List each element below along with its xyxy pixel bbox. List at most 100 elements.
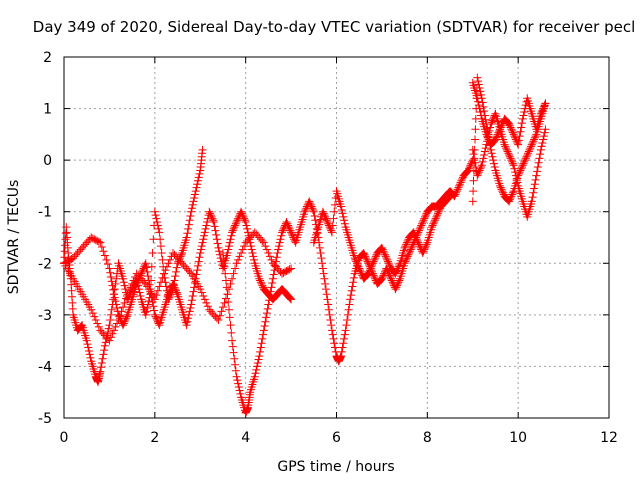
data-point-marker [215, 247, 224, 256]
data-point-marker [524, 147, 533, 156]
data-point-marker [481, 144, 490, 153]
data-point-marker [156, 242, 165, 251]
data-point-marker [408, 242, 417, 251]
data-point-marker [521, 154, 530, 163]
data-point-marker [479, 102, 488, 111]
data-point-marker [477, 111, 486, 120]
data-point-marker [402, 238, 411, 247]
data-point-marker [369, 271, 378, 280]
data-point-marker [458, 175, 467, 184]
data-point-marker [193, 180, 202, 189]
data-point-marker [505, 152, 514, 161]
data-point-marker [256, 278, 265, 287]
data-point-marker [107, 277, 116, 286]
data-point-marker [510, 164, 519, 173]
data-point-marker [151, 211, 160, 220]
data-point-marker [202, 221, 211, 230]
data-point-marker [531, 175, 540, 184]
data-point-marker [307, 202, 316, 211]
data-point-marker [237, 207, 246, 216]
data-point-marker [330, 200, 339, 209]
data-point-marker [523, 150, 532, 159]
data-point-marker [416, 223, 425, 232]
data-point-marker [273, 248, 282, 257]
data-point-marker [446, 192, 455, 201]
data-point-marker [83, 340, 92, 349]
data-point-marker [152, 314, 161, 323]
data-point-marker [197, 288, 206, 297]
data-point-marker [184, 220, 193, 229]
data-point-marker [144, 276, 153, 285]
data-point-marker [353, 261, 362, 270]
data-point-marker [480, 150, 489, 159]
data-point-marker [106, 310, 115, 319]
data-point-marker [394, 262, 403, 271]
data-point-marker [256, 276, 265, 285]
data-point-marker [346, 291, 355, 300]
data-point-marker [435, 205, 444, 214]
data-point-marker [500, 140, 509, 149]
data-point-marker [217, 307, 226, 316]
data-point-marker [476, 87, 485, 96]
data-point-marker [395, 261, 404, 270]
data-point-marker [350, 254, 359, 263]
data-point-marker [377, 243, 386, 252]
data-point-marker [249, 252, 258, 261]
data-point-marker [227, 231, 236, 240]
data-point-marker [480, 107, 489, 116]
data-point-marker [422, 240, 431, 249]
data-point-marker [400, 243, 409, 252]
data-point-marker [364, 269, 373, 278]
data-point-marker [324, 219, 333, 228]
data-point-marker [121, 285, 130, 294]
data-point-marker [98, 354, 107, 363]
data-point-marker [340, 219, 349, 228]
data-point-marker [337, 347, 346, 356]
data-point-marker [187, 207, 196, 216]
data-point-marker [286, 294, 295, 303]
data-point-marker [339, 339, 348, 348]
data-point-marker [119, 321, 128, 330]
data-point-marker [506, 123, 515, 132]
data-point-marker [153, 221, 162, 230]
data-point-marker [474, 169, 483, 178]
data-point-marker [527, 197, 536, 206]
data-point-marker [198, 145, 207, 154]
data-point-marker [538, 138, 547, 147]
data-point-marker [539, 104, 548, 113]
data-point-marker [143, 267, 152, 276]
data-point-marker [191, 187, 200, 196]
data-point-marker [536, 109, 545, 118]
data-point-marker [471, 125, 480, 134]
data-point-marker [120, 317, 129, 326]
data-point-marker [513, 178, 522, 187]
data-point-marker [229, 224, 238, 233]
data-point-marker [380, 248, 389, 257]
data-point-marker [347, 286, 356, 295]
data-point-marker [231, 360, 240, 369]
data-point-marker [511, 168, 520, 177]
data-point-marker [520, 156, 529, 165]
data-point-marker [177, 250, 186, 259]
data-point-marker [205, 207, 214, 216]
data-point-marker [507, 156, 516, 165]
data-point-marker [309, 205, 318, 214]
data-point-marker [497, 121, 506, 130]
data-point-marker [484, 135, 493, 144]
data-point-marker [402, 255, 411, 264]
data-point-marker [519, 111, 528, 120]
data-point-marker [187, 296, 196, 305]
data-point-marker [421, 242, 430, 251]
data-point-marker [213, 239, 222, 248]
data-point-marker [112, 274, 121, 283]
data-point-marker [519, 159, 528, 168]
data-point-marker [172, 267, 181, 276]
data-point-marker [509, 130, 518, 139]
data-point-marker [412, 235, 421, 244]
data-point-marker [155, 228, 164, 237]
data-point-marker [91, 316, 100, 325]
data-point-marker [195, 169, 204, 178]
data-point-marker [518, 114, 527, 123]
data-point-marker [489, 156, 498, 165]
data-point-marker [82, 336, 91, 345]
